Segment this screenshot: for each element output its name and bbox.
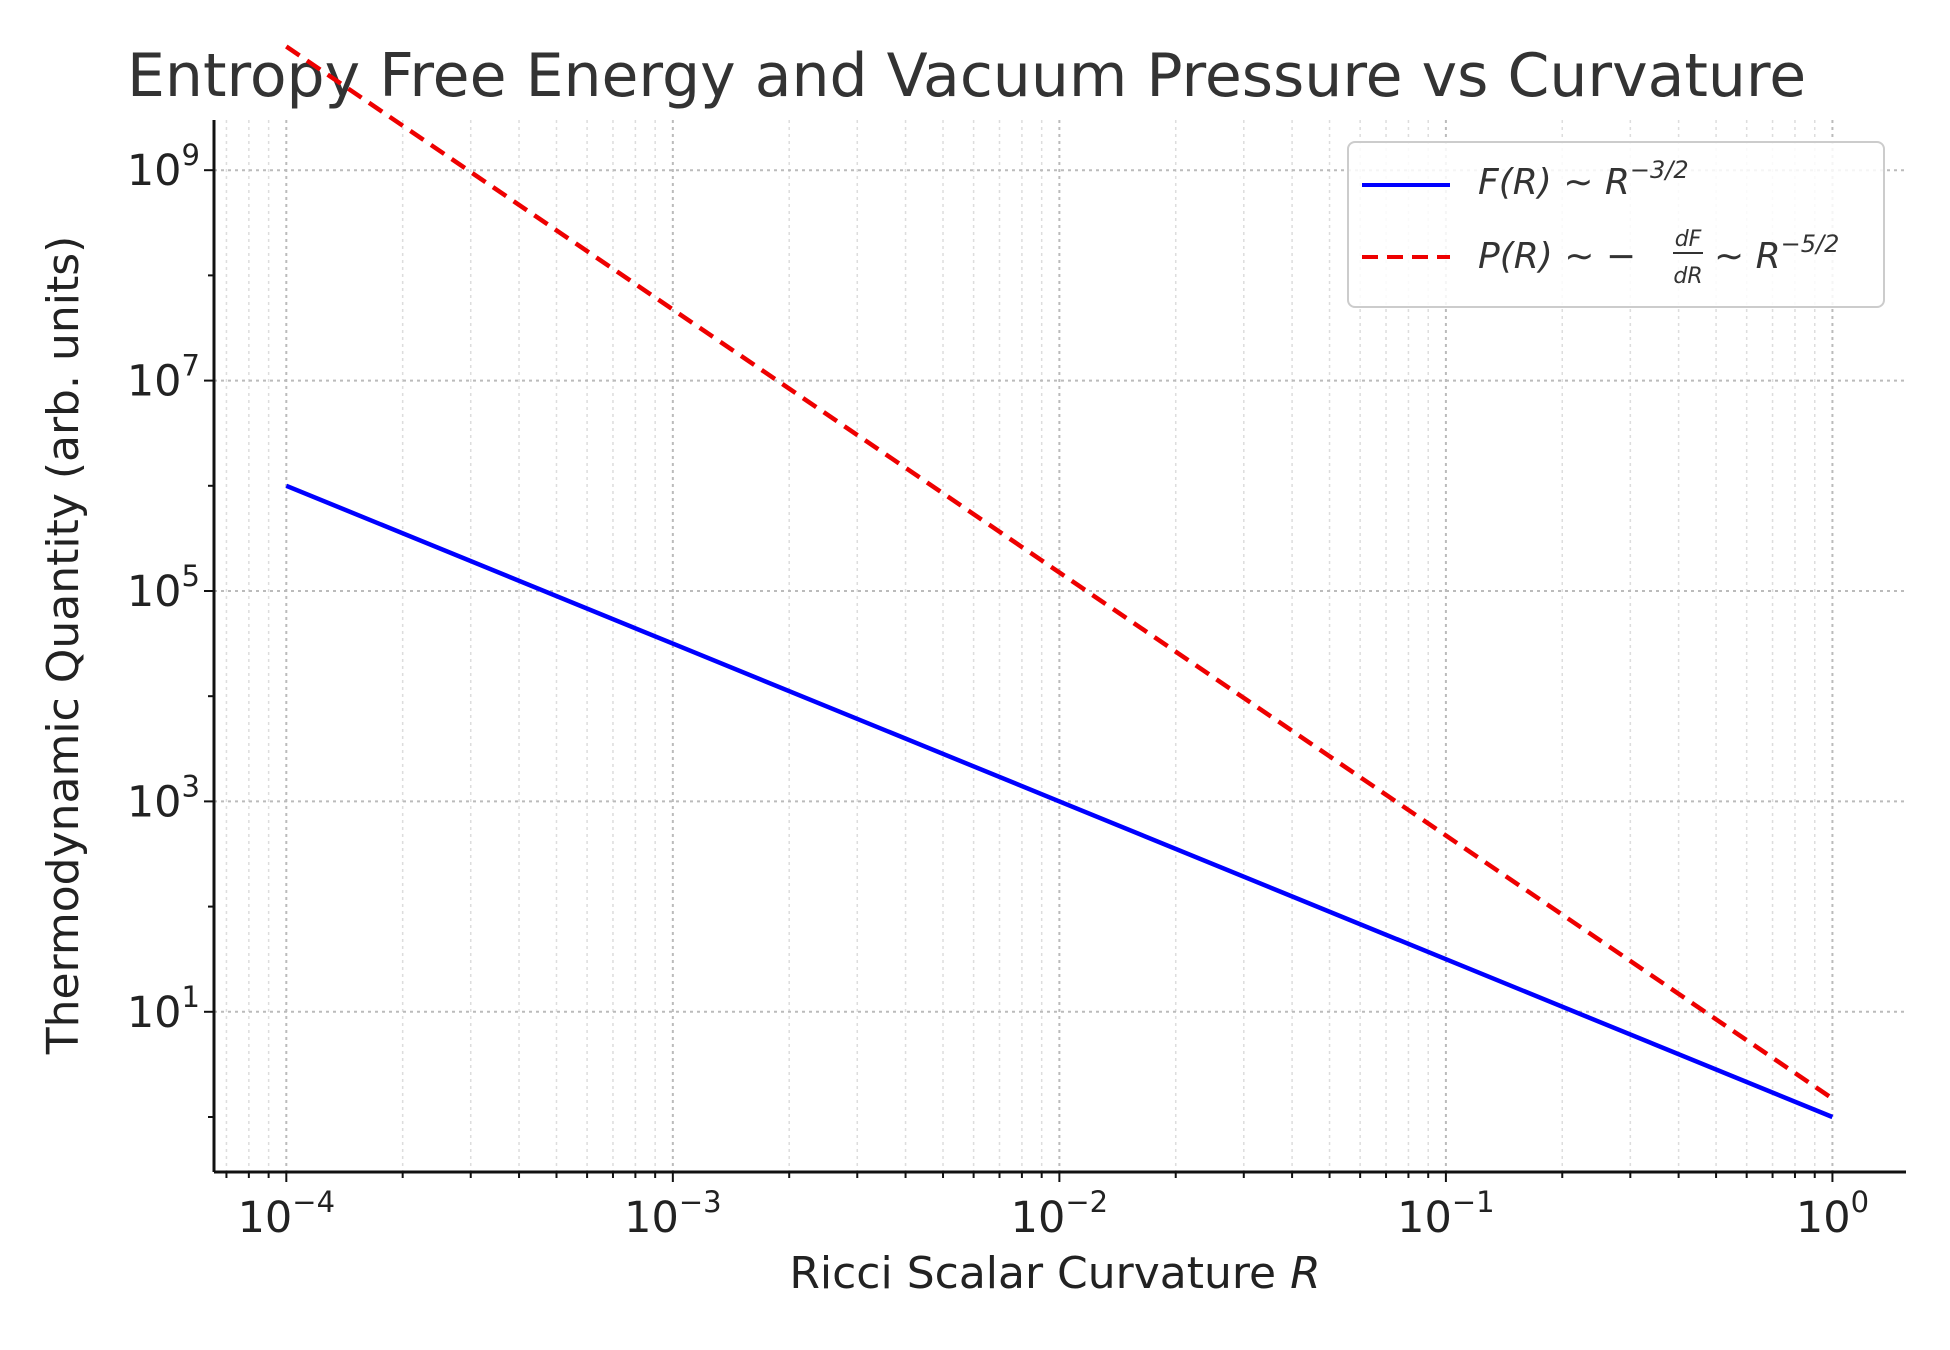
- legend-label-p-frac-den: dR: [1673, 264, 1702, 289]
- y-tick-label-exp: 5: [182, 559, 200, 593]
- y-tick-label-exp: 3: [182, 769, 200, 803]
- chart-title: Entropy Free Energy and Vacuum Pressure …: [127, 41, 1806, 111]
- y-tick-label-exp: 9: [182, 138, 200, 172]
- x-tick-label-base: 10: [1796, 1193, 1851, 1243]
- x-tick-label: 10−3: [624, 1185, 721, 1243]
- y-axis-label: Thermodynamic Quantity (arb. units): [38, 236, 89, 1056]
- legend-label-p-main-b: ∼ R: [1714, 236, 1781, 277]
- legend-label-p-exp: −5/2: [1781, 230, 1840, 258]
- y-tick-label-base: 10: [127, 988, 182, 1038]
- x-axis-label: Ricci Scalar Curvature R: [789, 1248, 1320, 1299]
- x-tick-label-exp: −4: [292, 1185, 335, 1219]
- y-tick-label-base: 10: [127, 146, 182, 196]
- x-tick-label-exp: −1: [1452, 1185, 1495, 1219]
- x-tick-label: 10−2: [1011, 1185, 1108, 1243]
- y-tick-label-exp: 7: [182, 349, 200, 383]
- y-tick-label-exp: 1: [182, 980, 200, 1014]
- series-group: [285, 44, 1834, 1120]
- legend-box: [1347, 141, 1885, 308]
- y-tick-label: 109: [127, 138, 200, 196]
- series-line-f: [285, 483, 1834, 1120]
- x-tick-label-exp: −3: [679, 1185, 722, 1219]
- legend-label-p-main-a: P(R) ∼ −: [1478, 236, 1636, 277]
- x-axis-label-var: R: [1290, 1248, 1321, 1299]
- y-tick-label-base: 10: [127, 777, 182, 827]
- x-tick-label: 10−1: [1397, 1185, 1494, 1243]
- legend-label-p: P(R) ∼ −: [1478, 236, 1636, 277]
- series-line-p: [285, 44, 1834, 1101]
- legend: F(R) ∼ R−3/2 P(R) ∼ − dF dR ∼ R−5/2: [1347, 141, 1885, 308]
- x-axis-label-text: Ricci Scalar Curvature: [789, 1248, 1276, 1299]
- legend-label-f-main: F(R) ∼ R: [1478, 162, 1630, 203]
- y-tick-label-base: 10: [127, 567, 182, 617]
- legend-label-f: F(R) ∼ R−3/2: [1478, 156, 1689, 203]
- x-tick-label: 10−4: [238, 1185, 335, 1243]
- legend-label-p-tail: ∼ R−5/2: [1714, 230, 1839, 277]
- y-tick-label-base: 10: [127, 357, 182, 407]
- x-tick-label-base: 10: [624, 1193, 679, 1243]
- y-tick-label: 103: [127, 769, 200, 827]
- y-tick-label: 107: [127, 349, 200, 407]
- x-tick-label-base: 10: [238, 1193, 293, 1243]
- x-tick-label-base: 10: [1011, 1193, 1066, 1243]
- x-tick-label-exp: 0: [1851, 1185, 1869, 1219]
- legend-label-p-frac-num: dF: [1675, 227, 1702, 252]
- y-tick-label: 101: [127, 980, 200, 1038]
- legend-label-f-exp: −3/2: [1630, 156, 1689, 184]
- y-tick-label: 105: [127, 559, 200, 617]
- x-tick-label: 100: [1796, 1185, 1869, 1243]
- x-tick-label-base: 10: [1397, 1193, 1452, 1243]
- x-tick-label-exp: −2: [1065, 1185, 1108, 1219]
